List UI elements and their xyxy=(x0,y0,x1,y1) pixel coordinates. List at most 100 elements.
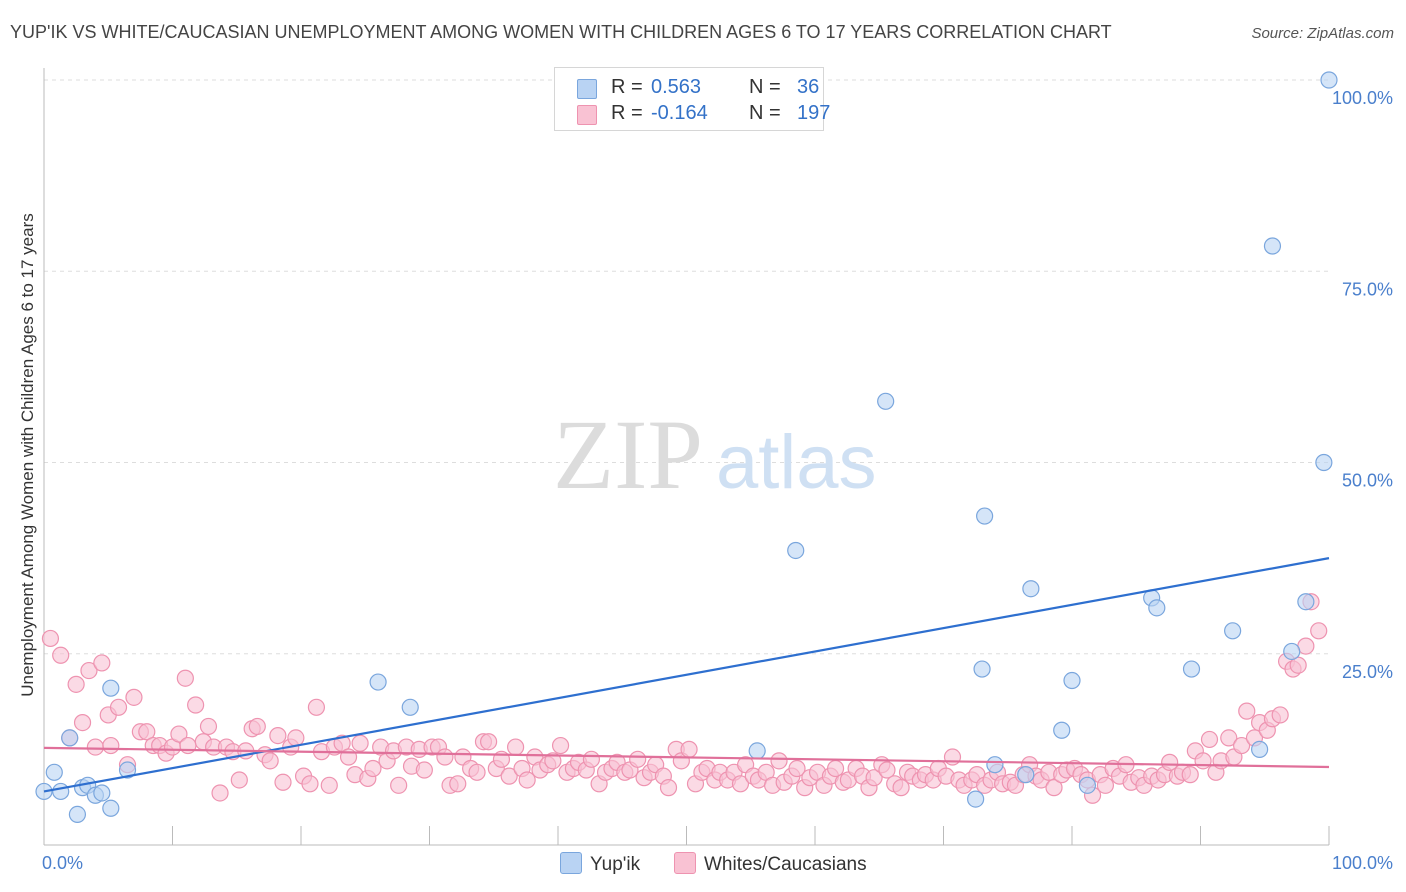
point-yupik-18 xyxy=(973,660,991,678)
legend-swatch-whites xyxy=(577,105,597,125)
watermark-atlas: atlas xyxy=(716,420,877,505)
point-yupik-1 xyxy=(45,763,63,781)
x-tick-label-0: 0.0% xyxy=(42,853,83,873)
trend-lines xyxy=(43,557,1330,793)
axes xyxy=(43,68,1330,846)
point-whites-0 xyxy=(41,629,60,648)
point-whites-194 xyxy=(1289,656,1307,674)
point-yupik-32 xyxy=(1283,642,1301,661)
point-whites-29 xyxy=(230,771,248,789)
point-whites-12 xyxy=(125,688,143,706)
point-whites-72 xyxy=(506,738,525,756)
legend-r-value: 0.563 xyxy=(651,76,702,98)
point-whites-180 xyxy=(1200,730,1219,749)
point-whites-107 xyxy=(731,775,750,793)
point-whites-197 xyxy=(1310,622,1328,640)
trend-line-yupik xyxy=(43,557,1330,793)
point-whites-71 xyxy=(500,767,518,785)
point-yupik-13 xyxy=(401,698,419,716)
point-whites-130 xyxy=(878,761,896,779)
point-whites-3 xyxy=(67,675,85,693)
point-whites-140 xyxy=(943,748,962,766)
point-whites-48 xyxy=(351,734,369,752)
point-whites-22 xyxy=(187,696,205,714)
point-whites-34 xyxy=(261,752,279,770)
point-yupik-4 xyxy=(68,805,87,824)
point-whites-9 xyxy=(102,736,120,755)
legend-n-label: N = xyxy=(749,102,781,124)
point-whites-24 xyxy=(199,717,218,736)
point-whites-174 xyxy=(1161,753,1179,771)
point-whites-26 xyxy=(211,784,229,802)
y-tick-label-1: 50.0% xyxy=(1342,471,1393,491)
point-yupik-11 xyxy=(118,761,137,779)
point-whites-191 xyxy=(1271,706,1289,724)
point-yupik-24 xyxy=(1063,671,1081,690)
point-whites-132 xyxy=(892,779,910,797)
chart-source: Source: ZipAtlas.com xyxy=(1251,25,1394,42)
point-whites-43 xyxy=(320,776,338,794)
point-whites-185 xyxy=(1233,736,1251,755)
bottom-legend-label-whites: Whites/Caucasians xyxy=(704,854,867,875)
point-yupik-35 xyxy=(1320,71,1338,89)
point-yupik-16 xyxy=(877,392,895,410)
x-tick-labels: 0.0% 100.0% xyxy=(42,853,1393,873)
point-yupik-20 xyxy=(986,756,1004,774)
x-tick-label-1: 100.0% xyxy=(1332,853,1393,873)
y-tick-label-0: 25.0% xyxy=(1342,662,1393,682)
point-whites-96 xyxy=(659,779,678,797)
point-yupik-10 xyxy=(102,799,120,817)
point-whites-7 xyxy=(93,654,111,672)
point-yupik-8 xyxy=(93,784,111,802)
legend-r-label: R = xyxy=(611,102,643,124)
legend-swatch-yupik xyxy=(577,79,597,99)
watermark: ZIP atlas xyxy=(553,399,877,510)
point-whites-10 xyxy=(109,698,128,716)
bottom-legend-yupik: Yup'ik xyxy=(560,852,640,876)
point-yupik-9 xyxy=(102,679,120,697)
series-yupik-points xyxy=(35,71,1338,824)
y-axis-label: Unemployment Among Women with Children A… xyxy=(18,213,37,697)
point-yupik-27 xyxy=(1148,599,1166,617)
point-whites-99 xyxy=(680,740,698,758)
point-whites-50 xyxy=(364,759,382,778)
point-whites-5 xyxy=(80,661,98,680)
trend-line-whites xyxy=(43,746,1330,769)
point-whites-35 xyxy=(269,727,287,745)
point-whites-6 xyxy=(86,738,105,756)
point-whites-38 xyxy=(287,729,305,747)
point-whites-1 xyxy=(52,646,70,664)
point-whites-14 xyxy=(138,723,156,741)
y-tick-labels: 25.0% 50.0% 75.0% 100.0% xyxy=(1332,88,1393,682)
point-yupik-3 xyxy=(61,729,79,747)
point-yupik-31 xyxy=(1263,237,1282,255)
point-yupik-17 xyxy=(967,790,985,808)
correlation-legend: R = 0.563 N = 36 R = -0.164 N = 197 xyxy=(554,67,830,131)
point-whites-68 xyxy=(480,733,498,751)
point-whites-4 xyxy=(73,713,92,732)
point-whites-20 xyxy=(176,669,194,687)
point-whites-183 xyxy=(1220,729,1238,747)
point-whites-32 xyxy=(248,717,266,736)
chart-title: YUP'IK VS WHITE/CAUCASIAN UNEMPLOYMENT A… xyxy=(10,22,1112,42)
point-yupik-12 xyxy=(369,673,387,691)
point-whites-36 xyxy=(274,773,292,791)
watermark-zip: ZIP xyxy=(553,399,703,510)
gridlines xyxy=(44,79,1329,655)
bottom-legend-swatch-yupik xyxy=(560,852,582,874)
point-yupik-22 xyxy=(1022,580,1040,598)
bottom-legend-label-yupik: Yup'ik xyxy=(590,854,641,875)
point-yupik-34 xyxy=(1315,453,1333,472)
point-yupik-25 xyxy=(1078,776,1097,794)
point-whites-58 xyxy=(415,761,433,779)
point-yupik-19 xyxy=(976,507,994,525)
point-whites-78 xyxy=(544,752,562,770)
point-whites-179 xyxy=(1194,752,1212,770)
point-yupik-21 xyxy=(1017,766,1035,784)
point-yupik-28 xyxy=(1182,660,1201,678)
legend-n-label: N = xyxy=(749,76,781,98)
point-whites-66 xyxy=(468,763,486,781)
point-whites-41 xyxy=(307,698,326,716)
legend-n-value: 36 xyxy=(797,76,820,98)
